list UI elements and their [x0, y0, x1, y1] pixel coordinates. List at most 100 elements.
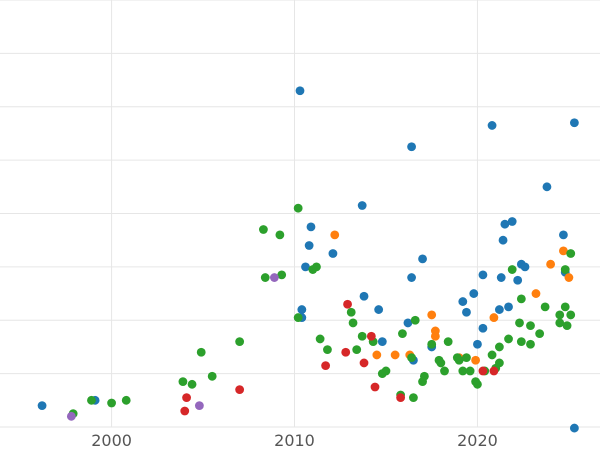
data-point	[374, 305, 384, 314]
data-point	[489, 366, 499, 376]
data-point	[409, 393, 418, 403]
data-point	[180, 406, 190, 416]
data-point	[535, 329, 545, 338]
data-point	[312, 262, 321, 272]
data-point	[301, 262, 310, 272]
data-point	[478, 323, 488, 333]
data-point	[348, 318, 358, 328]
data-point	[469, 289, 479, 298]
data-point	[315, 334, 325, 344]
data-point	[419, 371, 429, 381]
data-point	[352, 345, 362, 355]
data-point	[569, 423, 579, 433]
data-point	[121, 395, 131, 405]
data-point	[235, 337, 245, 346]
data-point	[194, 401, 204, 411]
data-point	[489, 313, 499, 322]
data-point	[259, 225, 268, 234]
data-point	[359, 358, 369, 368]
data-point	[555, 318, 565, 328]
data-point	[370, 382, 380, 392]
data-point	[328, 249, 338, 258]
data-point	[260, 273, 270, 282]
data-point	[555, 310, 565, 320]
data-point	[478, 366, 488, 376]
data-point	[566, 310, 576, 320]
data-point	[346, 307, 356, 317]
data-point	[526, 321, 535, 330]
data-point	[542, 182, 552, 192]
data-point	[540, 302, 550, 312]
data-point	[515, 318, 524, 328]
x-tick-label: 2020	[457, 431, 498, 450]
x-tick-label: 2010	[274, 431, 315, 450]
data-point	[357, 331, 367, 341]
data-points	[37, 86, 579, 433]
data-point	[381, 366, 391, 376]
data-point	[407, 142, 416, 152]
data-point	[427, 310, 437, 320]
x-axis-tick-labels: 2000 2010 2020	[91, 431, 498, 450]
data-point	[418, 254, 427, 264]
data-point	[37, 401, 47, 411]
data-point	[277, 270, 287, 280]
data-point	[471, 355, 481, 365]
data-point	[516, 337, 526, 346]
data-point	[107, 398, 116, 408]
data-point	[407, 273, 416, 282]
data-point	[560, 302, 570, 312]
data-point	[531, 289, 541, 298]
data-point	[458, 366, 468, 376]
x-tick-label: 2000	[91, 431, 132, 450]
data-point	[410, 315, 420, 325]
data-point	[458, 297, 468, 306]
data-point	[196, 347, 206, 357]
data-point	[398, 329, 407, 338]
data-point	[473, 339, 482, 349]
data-point	[504, 302, 513, 312]
data-point	[494, 358, 504, 368]
data-point	[187, 379, 197, 389]
data-point	[436, 358, 446, 368]
data-point	[465, 366, 475, 376]
data-point	[396, 393, 406, 403]
data-point	[487, 350, 497, 360]
data-point	[297, 305, 307, 314]
data-point	[357, 201, 367, 210]
data-point	[178, 377, 188, 387]
data-point	[182, 393, 191, 403]
grid-lines	[0, 0, 600, 428]
data-point	[207, 371, 217, 381]
data-point	[526, 339, 535, 349]
data-point	[498, 235, 508, 245]
data-point	[473, 379, 482, 389]
data-point	[516, 294, 526, 304]
data-point	[407, 353, 416, 363]
data-point	[507, 217, 517, 226]
data-point	[569, 118, 579, 128]
data-point	[323, 345, 332, 355]
data-point	[546, 259, 556, 269]
data-point	[269, 273, 279, 282]
data-point	[293, 203, 303, 213]
data-point	[430, 331, 440, 341]
data-point	[454, 355, 464, 365]
data-point	[494, 342, 504, 352]
data-point	[500, 219, 510, 229]
data-point	[293, 313, 303, 322]
data-point	[359, 291, 369, 301]
data-point	[306, 222, 316, 232]
data-point	[321, 361, 331, 371]
data-point	[443, 337, 453, 346]
data-point	[559, 246, 568, 256]
data-point	[462, 353, 471, 363]
data-point	[520, 262, 530, 272]
data-point	[275, 230, 285, 240]
data-point	[494, 305, 504, 314]
data-point	[559, 230, 568, 240]
data-point	[235, 385, 245, 395]
data-point	[87, 395, 96, 405]
data-point	[343, 299, 352, 309]
data-point	[513, 275, 523, 285]
